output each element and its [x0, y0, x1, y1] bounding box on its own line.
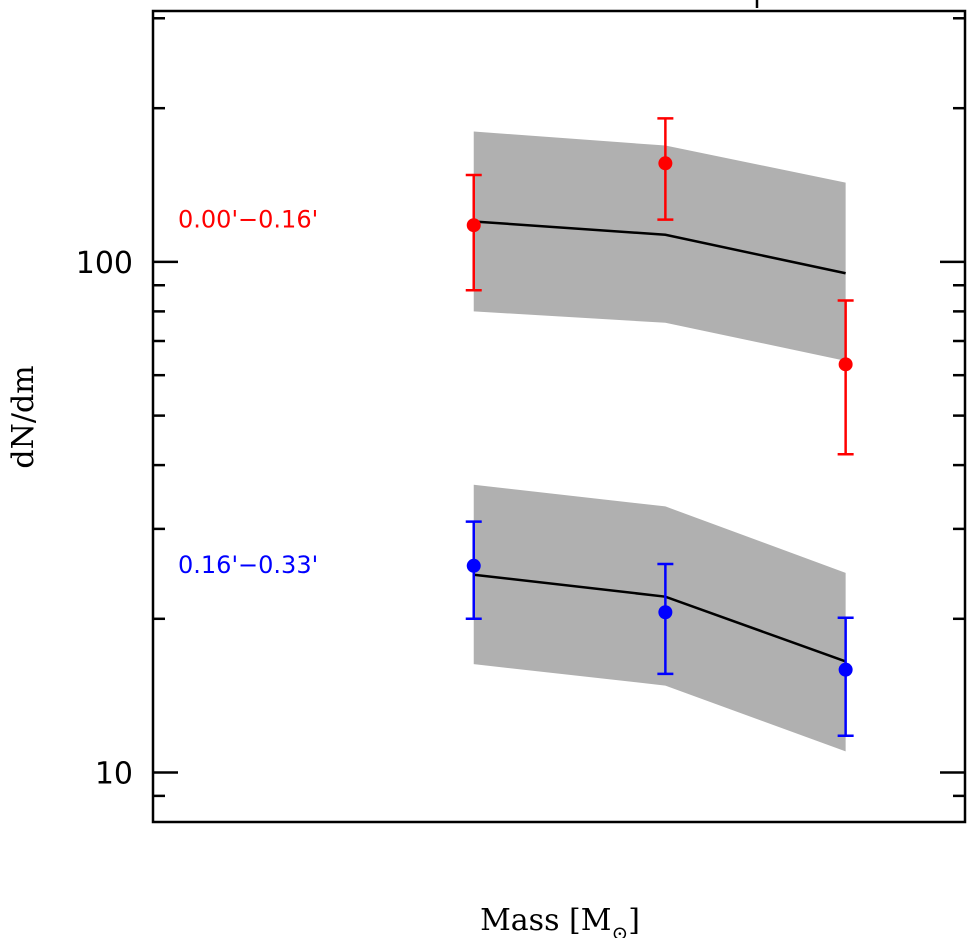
y-tick-labels: 10 100 [76, 246, 133, 792]
data-points [466, 156, 853, 677]
plot-frame [151, 9, 967, 824]
series-label-0: 0.00'−0.16' [178, 206, 318, 234]
data-point-1-1 [658, 605, 673, 620]
y-axis-title: dN/dm [6, 365, 41, 468]
confidence-band-0 [473, 131, 846, 361]
axis-ticks [153, 17, 965, 798]
model-line-0 [473, 220, 846, 275]
data-point-0-0 [466, 218, 481, 233]
y-tick-label: 100 [76, 246, 133, 281]
data-point-0-1 [658, 156, 673, 171]
x-axis-title-close: ] [628, 903, 640, 938]
x-axis-title-main: Mass [M [480, 903, 611, 938]
series-label-1: 0.16'−0.33' [178, 551, 318, 579]
confidence-bands [473, 131, 846, 752]
data-point-1-2 [838, 662, 853, 677]
confidence-band-1 [473, 484, 846, 752]
data-point-1-0 [466, 558, 481, 573]
x-axis-title: Mass [M⊙] [480, 903, 640, 938]
data-point-0-2 [838, 357, 853, 372]
y-tick-label: 10 [95, 757, 133, 792]
series-labels: 0.00'−0.16' 0.16'−0.33' [178, 206, 318, 579]
x-axis-title-sun-symbol: ⊙ [611, 921, 628, 938]
